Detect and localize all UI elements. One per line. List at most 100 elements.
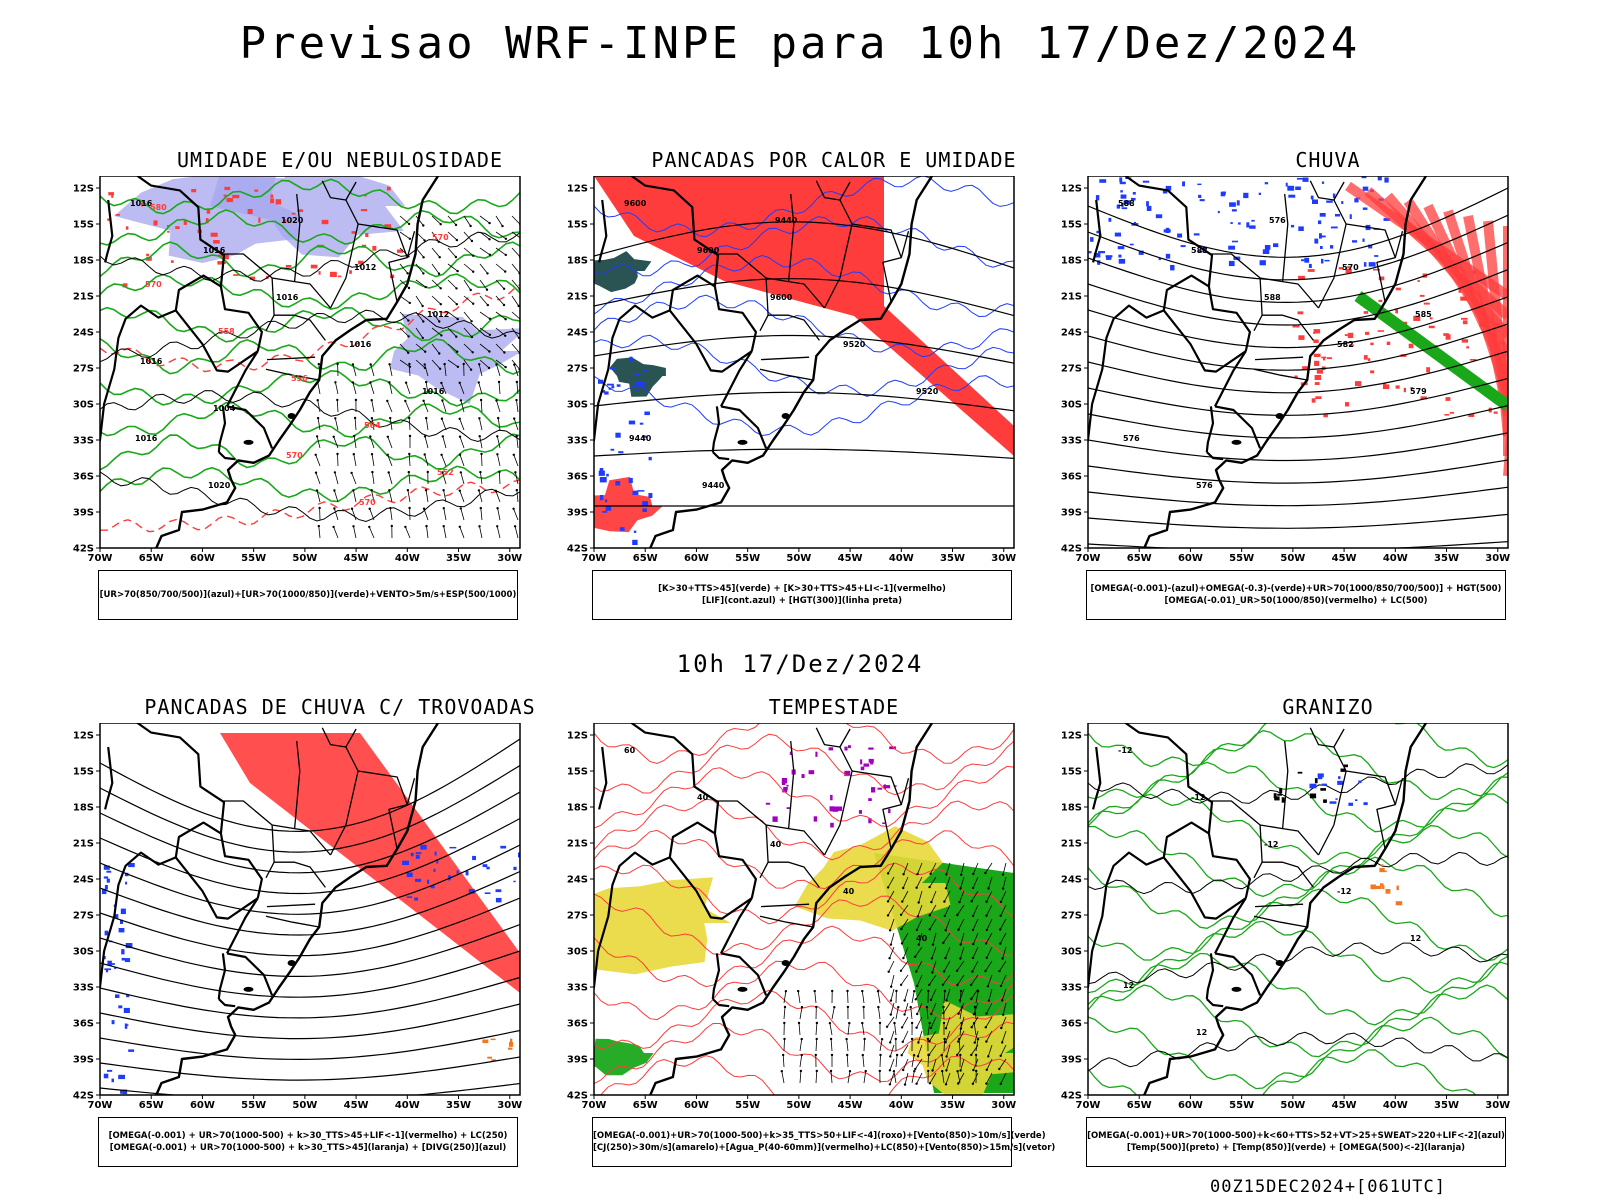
speckle-mark xyxy=(1345,402,1350,407)
lat-tick-label: 12S xyxy=(1061,184,1082,195)
speckle-mark xyxy=(1468,414,1475,417)
wind-vector xyxy=(459,382,465,395)
wind-vector-head xyxy=(783,1021,786,1025)
wind-vector-head xyxy=(503,351,506,354)
wind-vector xyxy=(928,974,937,986)
wind-vector xyxy=(862,1055,865,1068)
speckle-mark xyxy=(121,949,125,955)
contour-label: 12 xyxy=(1410,934,1421,943)
speckle-mark xyxy=(1302,177,1309,182)
speckle-mark xyxy=(1370,370,1375,374)
wind-vector xyxy=(902,1058,909,1071)
speckle-mark xyxy=(848,745,851,749)
speckle-mark xyxy=(637,490,645,492)
black-speckles xyxy=(1273,764,1348,803)
country-border xyxy=(1207,286,1251,352)
wind-vector xyxy=(372,472,375,485)
wind-vector xyxy=(973,1058,979,1071)
wind-vector xyxy=(941,1055,945,1068)
speckle-mark xyxy=(270,198,275,204)
speckle-mark xyxy=(427,879,430,884)
wind-vector-head xyxy=(889,999,893,1002)
wind-vector xyxy=(941,1071,945,1084)
wind-vectors xyxy=(314,362,519,539)
speckle-mark xyxy=(126,994,130,998)
contour-label: 1004 xyxy=(213,404,236,413)
state-border xyxy=(882,778,910,850)
lat-tick-label: 12S xyxy=(567,731,588,742)
speckle-mark xyxy=(643,369,648,371)
wind-vector-head xyxy=(404,381,408,384)
state-border xyxy=(1259,277,1319,309)
wind-vector xyxy=(424,454,429,467)
wind-vector-head xyxy=(863,1037,866,1041)
temperature-850-contour xyxy=(1088,723,1508,769)
wind-vector-head xyxy=(815,1037,818,1041)
speckle-mark xyxy=(632,490,639,495)
wind-vector-head xyxy=(928,914,931,917)
speckle-mark xyxy=(1177,233,1183,238)
wind-vector xyxy=(887,904,895,916)
streamline xyxy=(100,791,520,874)
country-border xyxy=(1205,406,1215,453)
wind-vector-head xyxy=(931,971,934,974)
wind-vector xyxy=(831,1007,835,1020)
wind-vector xyxy=(353,526,357,539)
temperature-500-contour xyxy=(1088,1031,1508,1072)
wind-vector-head xyxy=(942,1011,945,1015)
speckle-mark xyxy=(1308,263,1312,268)
panel-granizo: GRANIZO -12 -12 -12 -12 12 12 12 12S 15S 18S 21S 24S… xyxy=(1061,695,1566,1167)
wind-vector xyxy=(459,454,465,467)
wind-vector xyxy=(1002,1002,1007,1015)
speckle-mark xyxy=(1118,254,1122,258)
wind-vector-head xyxy=(984,942,988,945)
speckle-mark xyxy=(1321,258,1324,264)
country-border xyxy=(720,952,768,996)
geopotential-line xyxy=(594,334,1014,364)
panel-title: PANCADAS DE CHUVA C/ TROVOADAS xyxy=(144,695,536,719)
geopotential-line xyxy=(594,221,1014,269)
wind-vector xyxy=(985,862,993,874)
panel-title: TEMPESTADE xyxy=(768,695,900,719)
lon-tick-label: 60W xyxy=(1178,553,1203,564)
wind-vector xyxy=(986,904,993,916)
wind-vector xyxy=(932,932,937,945)
wind-vector-head xyxy=(332,525,335,529)
contour-label: -12 xyxy=(1191,793,1205,802)
speckle-mark xyxy=(1379,868,1385,873)
wind-vector xyxy=(910,1007,913,1020)
wind-vector-head xyxy=(486,303,489,307)
legend-line: [OMEGA(-0.001)+UR>70(1000-500)+k<60+TTS>… xyxy=(1087,1131,1505,1141)
wind-vector xyxy=(975,1039,979,1052)
speckle-mark xyxy=(893,785,897,787)
wind-vector xyxy=(783,1038,785,1052)
wind-vector-head xyxy=(985,928,989,932)
panel-chuva: CHUVA 588 588 588 582 579 576 576 576 570 585 12S 15… xyxy=(1061,148,1566,620)
wind-vector-head xyxy=(1000,1026,1003,1030)
state-border xyxy=(1317,199,1347,309)
wind-vector-head xyxy=(878,1021,882,1025)
wind-vector xyxy=(956,960,965,972)
wind-vector-head xyxy=(970,997,973,1001)
wind-vector-head xyxy=(971,886,975,890)
speckle-mark xyxy=(1314,238,1319,244)
lon-tick-label: 55W xyxy=(1229,553,1254,564)
precipitable-water-contour xyxy=(600,1055,1014,1095)
lat-tick-label: 33S xyxy=(567,983,588,994)
lon-tick-label: 40W xyxy=(395,553,420,564)
wind-vector-head xyxy=(315,489,319,492)
wind-vector-head xyxy=(388,489,391,492)
wind-vector xyxy=(371,400,375,413)
speckle-mark xyxy=(1258,192,1261,195)
wind-vector-head xyxy=(862,1005,865,1009)
wind-vector-head xyxy=(388,381,391,384)
wind-vector-head xyxy=(421,336,424,340)
wind-vector-head xyxy=(944,1027,948,1030)
lon-tick-label: 70W xyxy=(1076,1100,1101,1111)
speckle-mark xyxy=(1408,343,1414,349)
speckle-mark xyxy=(1343,764,1348,768)
speckle-mark xyxy=(1193,233,1200,236)
speckle-mark xyxy=(125,1024,129,1026)
state-border xyxy=(358,223,408,258)
wind-vector-head xyxy=(888,957,891,960)
